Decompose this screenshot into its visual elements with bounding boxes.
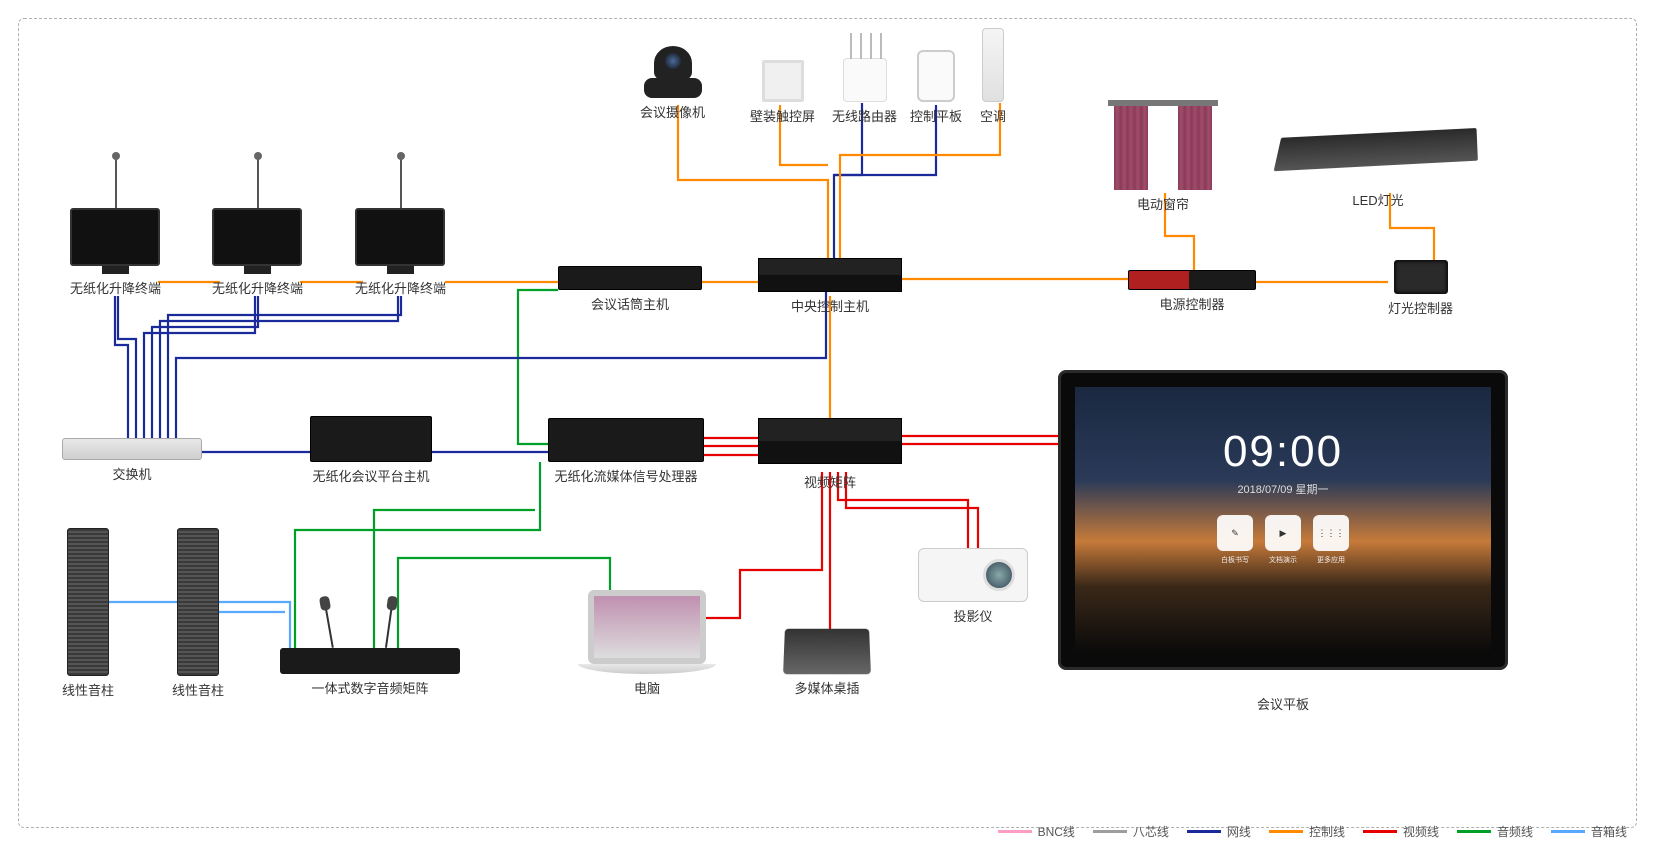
node-audio-matrix: 一体式数字音频矩阵: [280, 604, 460, 697]
node-stream-proc: 无纸化流媒体信号处理器: [548, 418, 704, 485]
panel-icon-1: ✎: [1217, 515, 1253, 551]
label-terminal3: 无纸化升降终端: [355, 278, 446, 297]
node-central: 中央控制主机: [758, 258, 902, 315]
node-wall-touch: 壁装触控屏: [750, 60, 815, 125]
node-led-light: LED灯光: [1278, 132, 1478, 209]
node-paperless-host: 无纸化会议平台主机: [310, 416, 432, 485]
label-video-matrix: 视频矩阵: [758, 472, 902, 491]
label-light-ctrl: 灯光控制器: [1388, 298, 1453, 317]
label-stream-proc: 无纸化流媒体信号处理器: [548, 466, 704, 485]
label-central: 中央控制主机: [758, 296, 902, 315]
node-conf-panel: 09:00 2018/07/09 星期一 ✎ 白板书写 ▶ 文档演示 ⋮⋮⋮ 更…: [1058, 370, 1508, 713]
label-mic-host: 会议话筒主机: [558, 294, 702, 313]
node-camera: 会议摄像机: [640, 42, 705, 121]
node-power-ctrl: 电源控制器: [1128, 270, 1256, 313]
panel-time: 09:00: [1075, 387, 1491, 477]
label-pc: 电脑: [578, 678, 716, 697]
panel-icon-2: ▶: [1265, 515, 1301, 551]
node-ctrl-panel: 控制平板: [910, 50, 962, 125]
label-ctrl-panel: 控制平板: [910, 106, 962, 125]
panel-date: 2018/07/09 星期一: [1075, 481, 1491, 497]
label-speaker2: 线性音柱: [172, 680, 224, 699]
label-audio-matrix: 一体式数字音频矩阵: [280, 678, 460, 697]
label-switch: 交换机: [62, 464, 202, 483]
label-terminal1: 无纸化升降终端: [70, 278, 161, 297]
label-paperless-host: 无纸化会议平台主机: [310, 466, 432, 485]
label-curtain: 电动窗帘: [1108, 194, 1218, 213]
legend: BNC线八芯线网线控制线视频线音频线音箱线: [998, 823, 1627, 840]
node-speaker1: 线性音柱: [62, 528, 114, 699]
label-terminal2: 无纸化升降终端: [212, 278, 303, 297]
node-aircon: 空调: [980, 28, 1006, 125]
label-speaker1: 线性音柱: [62, 680, 114, 699]
node-mic-host: 会议话筒主机: [558, 266, 702, 313]
node-projector: 投影仪: [918, 548, 1028, 625]
node-video-matrix: 视频矩阵: [758, 418, 902, 491]
node-curtain: 电动窗帘: [1108, 100, 1218, 213]
node-media-socket: 多媒体桌插: [784, 628, 870, 697]
node-light-ctrl: 灯光控制器: [1388, 260, 1453, 317]
label-led-light: LED灯光: [1278, 190, 1478, 209]
node-terminal3: 无纸化升降终端: [355, 158, 446, 297]
node-pc: 电脑: [578, 590, 716, 697]
node-speaker2: 线性音柱: [172, 528, 224, 699]
panel-icon-3: ⋮⋮⋮: [1313, 515, 1349, 551]
node-terminal2: 无纸化升降终端: [212, 158, 303, 297]
panel-screen: 09:00 2018/07/09 星期一 ✎ 白板书写 ▶ 文档演示 ⋮⋮⋮ 更…: [1075, 387, 1491, 653]
label-media-socket: 多媒体桌插: [784, 678, 870, 697]
node-terminal1: 无纸化升降终端: [70, 158, 161, 297]
label-wifi: 无线路由器: [832, 106, 897, 125]
node-switch: 交换机: [62, 438, 202, 483]
label-power-ctrl: 电源控制器: [1128, 294, 1256, 313]
label-conf-panel: 会议平板: [1058, 694, 1508, 713]
label-aircon: 空调: [980, 106, 1006, 125]
node-wifi: 无线路由器: [832, 58, 897, 125]
label-projector: 投影仪: [918, 606, 1028, 625]
label-wall-touch: 壁装触控屏: [750, 106, 815, 125]
panel-icons: ✎ 白板书写 ▶ 文档演示 ⋮⋮⋮ 更多应用: [1075, 515, 1491, 565]
label-camera: 会议摄像机: [640, 102, 705, 121]
